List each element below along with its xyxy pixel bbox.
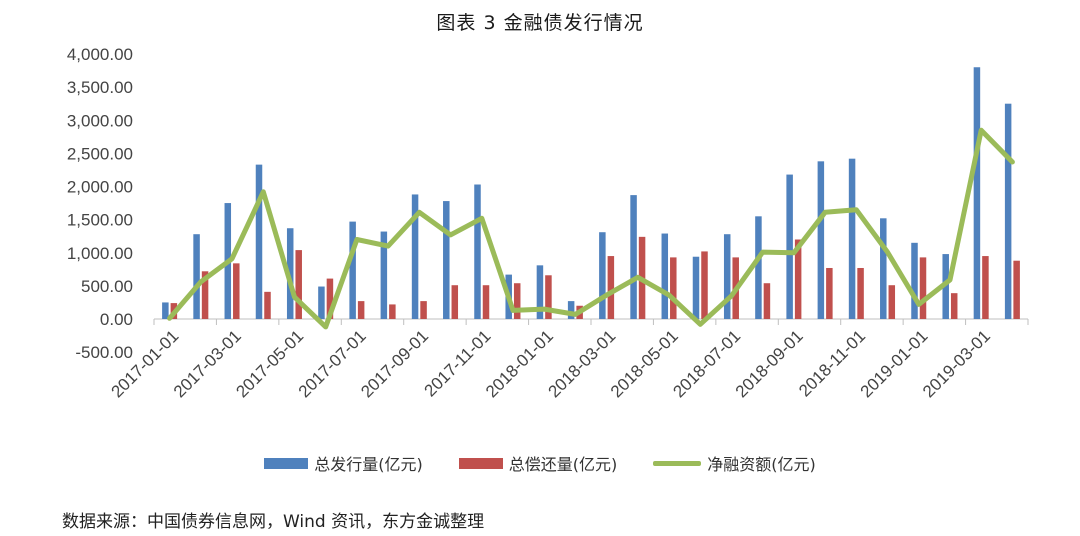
bar-repayment: [857, 267, 864, 319]
bar-issuance: [286, 228, 294, 319]
legend-label-net-financing: 净融资额(亿元): [707, 455, 816, 474]
chart-title: 图表 3 金融债发行情况: [436, 12, 644, 34]
bar-issuance: [567, 301, 575, 319]
chart-legend: 总发行量(亿元) 总偿还量(亿元) 净融资额(亿元): [0, 451, 1080, 475]
y-tick-label: 2,500.00: [67, 144, 133, 163]
legend-swatch-issuance: [264, 457, 309, 469]
bar-issuance: [599, 232, 606, 319]
bar-repayment: [295, 250, 302, 319]
bar-issuance: [411, 194, 419, 319]
bar-issuance: [630, 195, 637, 319]
x-tick-label: 2017-09-01: [357, 326, 432, 401]
bar-issuance: [848, 158, 856, 319]
source-note: 数据来源：中国债券信息网，Wind 资讯，东方金诚整理: [62, 512, 485, 532]
chart-plot: 4,000.00 3,500.00 3,000.00 2,500.00 2,000.00…: [67, 45, 1029, 401]
bar-issuance: [1004, 103, 1012, 319]
bar-issuance: [443, 201, 450, 319]
bar-repayment: [326, 278, 334, 319]
bar-issuance: [942, 254, 949, 319]
y-tick-label: 0.00: [100, 310, 133, 329]
bar-repayment: [264, 291, 271, 319]
y-tick-label: 1,000.00: [67, 244, 133, 263]
bar-issuance: [474, 184, 481, 319]
y-tick-label: -500.00: [75, 343, 133, 362]
bar-repayment: [888, 285, 896, 319]
y-tick-label: 1,500.00: [67, 211, 133, 230]
bar-repayment: [670, 257, 677, 319]
bar-issuance: [973, 67, 981, 319]
x-tick-label: 2019-03-01: [919, 326, 994, 401]
legend-swatch-net-financing: [653, 460, 702, 466]
legend-item-repayment: 总偿还量(亿元): [458, 451, 618, 475]
bar-issuance: [723, 234, 731, 319]
bar-repayment: [763, 283, 771, 319]
bar-repayment: [389, 304, 396, 319]
x-tick-label: 2018-09-01: [732, 326, 807, 401]
bar-issuance: [193, 234, 200, 319]
legend-label-repayment: 总偿还量(亿元): [508, 455, 618, 474]
bar-repayment: [826, 267, 833, 319]
y-tick-label: 500.00: [81, 277, 133, 296]
bar-repayment: [513, 283, 521, 319]
line-net-financing: [167, 127, 1015, 330]
bar-issuance: [911, 242, 918, 319]
y-tick-label: 4,000.00: [67, 45, 133, 64]
bar-issuance: [536, 265, 544, 319]
legend-item-net-financing: 净融资额(亿元): [653, 451, 816, 475]
bar-issuance: [255, 164, 263, 319]
bar-repayment: [201, 271, 209, 319]
bar-repayment: [451, 285, 459, 319]
legend-label-issuance: 总发行量(亿元): [314, 455, 423, 474]
bar-repayment: [357, 301, 365, 319]
bar-repayment: [794, 239, 802, 319]
bar-issuance: [349, 221, 356, 319]
bar-issuance: [661, 233, 669, 319]
bar-issuance: [880, 218, 887, 319]
bar-issuance: [817, 161, 825, 319]
y-tick-label: 2,000.00: [67, 178, 133, 197]
bar-repayment: [482, 285, 490, 319]
bar-repayment: [701, 251, 708, 319]
bar-issuance: [786, 174, 793, 319]
bar-repayment: [1013, 260, 1020, 319]
bar-issuance: [692, 256, 700, 319]
bar-repayment: [982, 256, 989, 319]
y-tick-label: 3,000.00: [67, 111, 133, 130]
legend-item-issuance: 总发行量(亿元): [264, 451, 423, 475]
legend-swatch-repayment: [458, 457, 503, 469]
bar-issuance: [380, 231, 388, 319]
y-tick-label: 3,500.00: [67, 78, 133, 97]
bar-repayment: [950, 293, 958, 319]
bar-issuance: [318, 286, 325, 319]
bar-repayment: [233, 263, 240, 319]
bar-issuance: [162, 302, 169, 319]
bar-repayment: [919, 257, 927, 319]
bar-repayment: [545, 275, 552, 319]
bar-repayment: [607, 256, 615, 319]
bar-repayment: [420, 301, 427, 319]
bar-issuance: [755, 216, 762, 319]
